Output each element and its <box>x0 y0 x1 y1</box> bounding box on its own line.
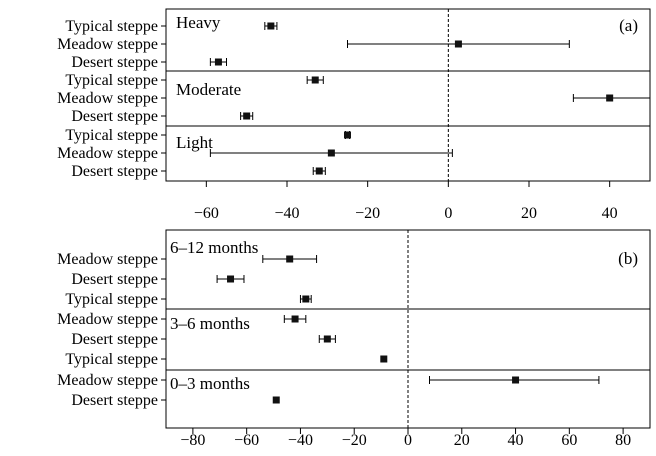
mean-marker <box>227 275 235 283</box>
category-label: Desert steppe <box>71 163 158 180</box>
category-label: Typical steppe <box>65 18 158 35</box>
category-label: Meadow steppe <box>57 145 158 162</box>
x-tick-label: 40 <box>508 432 524 449</box>
x-tick-label: 20 <box>454 432 470 449</box>
group-label: 6–12 months <box>170 238 258 257</box>
x-tick-label: −60 <box>234 432 259 449</box>
mean-marker <box>344 131 351 139</box>
x-tick-label: 0 <box>444 205 452 222</box>
panel-b: −80 −60 −40 −20 0 20 40 60 80 (b) 6–12 months Meado… <box>57 229 651 449</box>
mean-marker <box>291 315 299 323</box>
x-tick-label: −40 <box>274 205 299 222</box>
category-label: Typical steppe <box>65 351 158 368</box>
mean-marker <box>606 94 614 102</box>
category-label: Meadow steppe <box>57 36 158 53</box>
mean-marker <box>327 149 335 157</box>
category-label: Desert steppe <box>71 392 158 409</box>
category-label: Desert steppe <box>71 54 158 71</box>
category-label: Desert steppe <box>71 271 158 288</box>
mean-marker <box>454 40 462 48</box>
category-label: Typical steppe <box>65 72 158 89</box>
mean-marker <box>512 376 520 384</box>
category-label: Meadow steppe <box>57 251 158 268</box>
category-label: Desert steppe <box>71 108 158 125</box>
mean-marker <box>302 295 310 303</box>
x-tick-label: 0 <box>404 432 412 449</box>
group-label: 0–3 months <box>170 374 250 393</box>
x-tick-label: 20 <box>521 205 537 222</box>
x-tick-label: −20 <box>355 205 380 222</box>
mean-marker <box>315 167 323 175</box>
category-label: Typical steppe <box>65 127 158 144</box>
group-label: Light <box>176 133 213 152</box>
mean-marker <box>272 396 280 404</box>
mean-marker <box>214 58 222 66</box>
group-label: 3–6 months <box>170 314 250 333</box>
panel-label: (b) <box>618 249 638 268</box>
mean-marker <box>311 76 319 84</box>
mean-marker <box>267 22 275 30</box>
category-label: Desert steppe <box>71 331 158 348</box>
mean-marker <box>243 112 251 120</box>
category-label: Meadow steppe <box>57 372 158 389</box>
mean-marker <box>380 355 388 363</box>
mean-marker <box>286 255 294 263</box>
x-tick-label: −80 <box>180 432 205 449</box>
category-label: Meadow steppe <box>57 311 158 328</box>
x-tick-label: 60 <box>561 432 577 449</box>
category-label: Typical steppe <box>65 291 158 308</box>
mean-marker <box>323 335 331 343</box>
x-tick-label: −20 <box>342 432 367 449</box>
x-tick-label: 80 <box>615 432 631 449</box>
group-label: Moderate <box>176 80 241 99</box>
panel-label: (a) <box>619 16 638 35</box>
x-tick-label: −60 <box>194 205 219 222</box>
x-tick-label: −40 <box>288 432 313 449</box>
group-label: Heavy <box>176 13 221 32</box>
category-label: Meadow steppe <box>57 90 158 107</box>
x-tick-label: 40 <box>602 205 618 222</box>
